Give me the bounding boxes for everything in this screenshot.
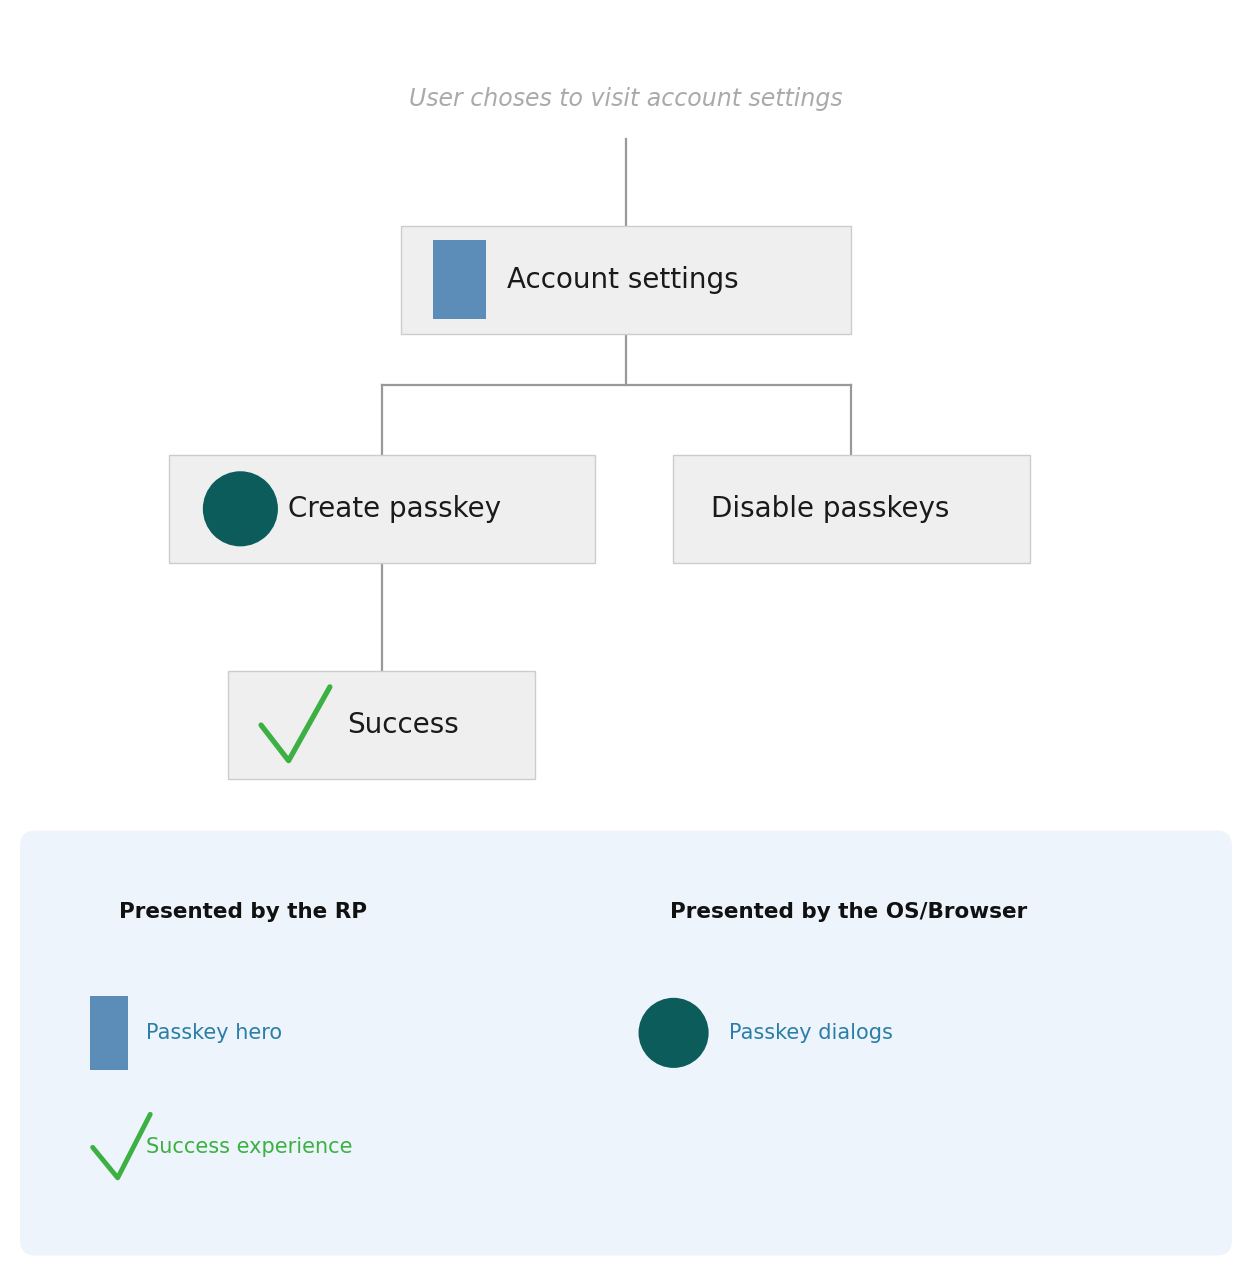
Bar — [90, 996, 128, 1070]
FancyBboxPatch shape — [20, 831, 1232, 1255]
Text: Success experience: Success experience — [146, 1137, 353, 1158]
Text: Create passkey: Create passkey — [288, 495, 501, 523]
Text: User choses to visit account settings: User choses to visit account settings — [409, 88, 843, 111]
FancyBboxPatch shape — [674, 454, 1029, 562]
Text: Account settings: Account settings — [507, 266, 739, 294]
Bar — [433, 240, 486, 319]
Text: Disable passkeys: Disable passkeys — [711, 495, 949, 523]
Text: Presented by the RP: Presented by the RP — [119, 902, 367, 922]
FancyBboxPatch shape — [401, 225, 851, 333]
Text: Passkey dialogs: Passkey dialogs — [729, 1023, 893, 1043]
Text: Presented by the OS/Browser: Presented by the OS/Browser — [670, 902, 1027, 922]
Ellipse shape — [639, 997, 709, 1068]
Text: Success: Success — [347, 711, 459, 739]
FancyBboxPatch shape — [228, 670, 536, 778]
FancyBboxPatch shape — [169, 454, 595, 562]
Ellipse shape — [203, 471, 278, 547]
Text: Passkey hero: Passkey hero — [146, 1023, 283, 1043]
